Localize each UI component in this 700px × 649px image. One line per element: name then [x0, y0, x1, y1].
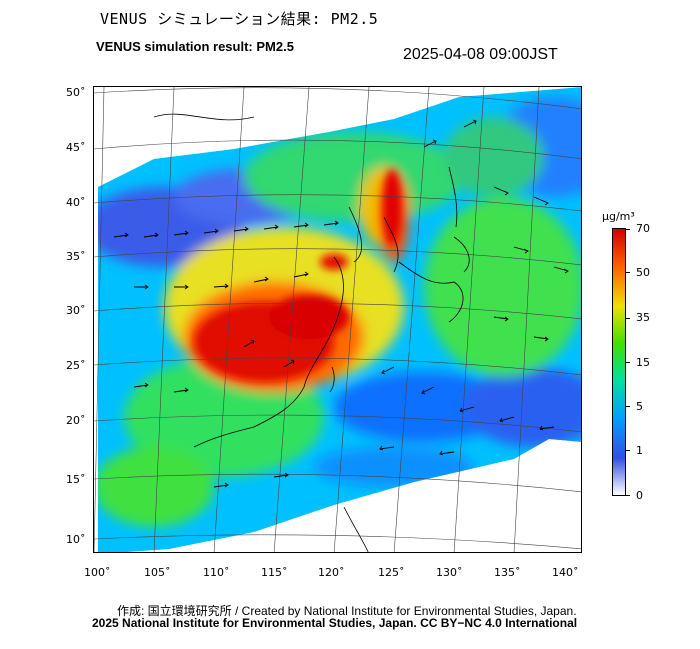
- colorbar-tick-50: 50: [636, 266, 650, 279]
- credit-line-1: 作成: 国立環境研究所 / Created by National Instit…: [117, 604, 577, 618]
- graticule: [94, 87, 581, 552]
- colorbar-gradient: [612, 228, 626, 496]
- coastlines: [153, 113, 470, 552]
- lat-label-15: 15˚: [66, 473, 86, 486]
- colorbar-tickmark: [625, 450, 630, 451]
- lon-label-130: 130˚: [436, 566, 463, 579]
- colorbar-unit: µg/m³: [602, 210, 635, 223]
- colorbar-tickmark: [625, 229, 630, 230]
- lon-label-125: 125˚: [378, 566, 405, 579]
- title-japanese: VENUS シミュレーション結果: PM2.5: [100, 10, 379, 28]
- colorbar-tick-35: 35: [636, 311, 650, 324]
- credit-line-2: 2025 National Institute for Environmenta…: [92, 616, 578, 630]
- lat-label-25: 25˚: [66, 359, 86, 372]
- forecast-timestamp: 2025-04-08 09:00JST: [403, 46, 558, 63]
- colorbar-tick-0: 0: [636, 489, 643, 502]
- lat-label-30: 30˚: [66, 304, 86, 317]
- colorbar-tickmark: [625, 495, 630, 496]
- lat-label-40: 40˚: [66, 196, 86, 209]
- lat-label-45: 45˚: [66, 141, 86, 154]
- lon-label-115: 115˚: [261, 566, 288, 579]
- colorbar-tick-5: 5: [636, 400, 643, 413]
- colorbar-tickmark: [625, 406, 630, 407]
- lon-label-100: 100˚: [84, 566, 111, 579]
- colorbar-tick-15: 15: [636, 356, 650, 369]
- lon-label-105: 105˚: [144, 566, 171, 579]
- lat-label-50: 50˚: [66, 86, 86, 99]
- lat-label-35: 35˚: [66, 250, 86, 263]
- colorbar-tickmark: [625, 318, 630, 319]
- lon-label-110: 110˚: [203, 566, 230, 579]
- pm25-map[interactable]: [93, 86, 582, 553]
- title-english: VENUS simulation result: PM2.5: [96, 39, 294, 54]
- colorbar-tick-1: 1: [636, 444, 643, 457]
- colorbar-tick-70: 70: [636, 222, 650, 235]
- concentration-field: [98, 87, 581, 552]
- map-canvas: [94, 87, 581, 552]
- wind-vectors: [113, 119, 569, 488]
- lat-label-10: 10˚: [66, 533, 86, 546]
- lon-label-120: 120˚: [318, 566, 345, 579]
- lat-label-20: 20˚: [66, 414, 86, 427]
- colorbar-tickmark: [625, 362, 630, 363]
- colorbar-tickmark: [625, 272, 630, 273]
- lon-label-135: 135˚: [494, 566, 521, 579]
- lon-label-140: 140˚: [552, 566, 579, 579]
